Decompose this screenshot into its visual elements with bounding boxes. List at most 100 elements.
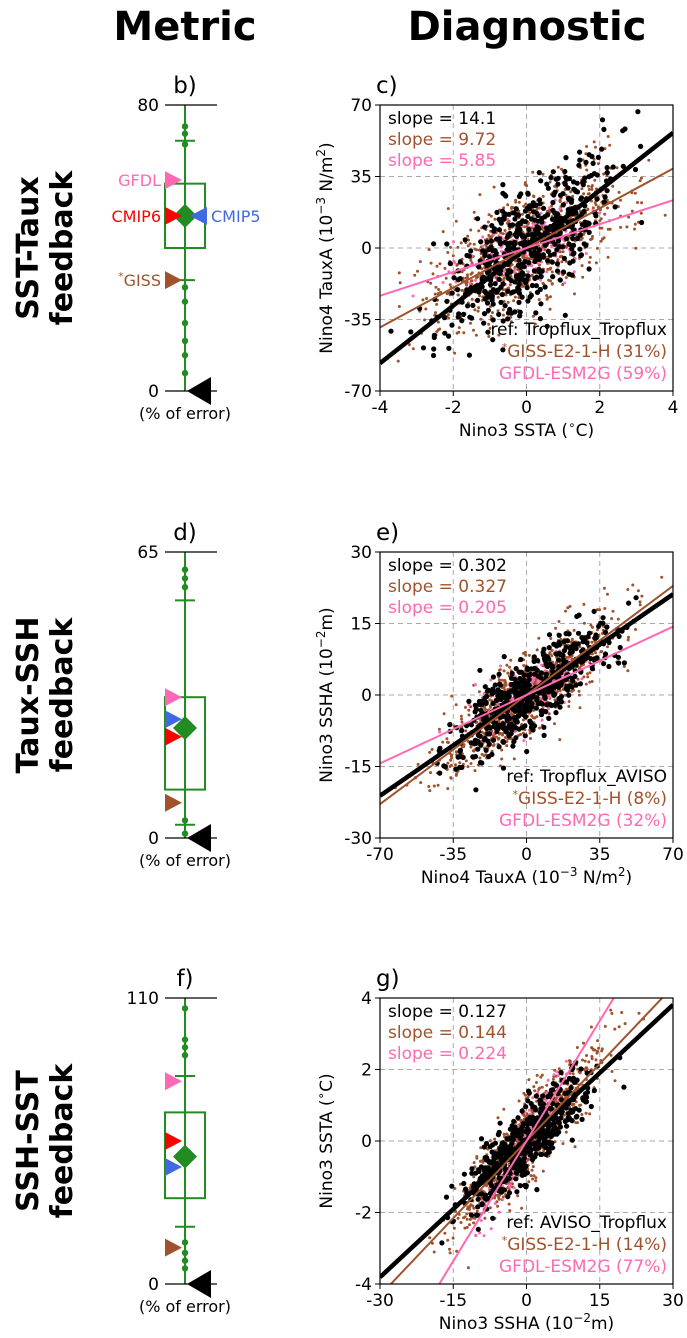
giss-data-point — [580, 236, 584, 240]
ref-data-point — [482, 253, 488, 259]
giss-data-point — [532, 195, 536, 199]
y-label-text: ) — [317, 142, 337, 149]
ref-data-point — [512, 685, 518, 692]
ref-data-point — [565, 219, 571, 225]
giss-data-point — [593, 145, 597, 149]
reference-marker — [187, 377, 211, 405]
outlier-point — [181, 284, 189, 291]
ref-data-point — [513, 1176, 519, 1182]
ref-data-point — [542, 284, 548, 290]
giss-data-point — [633, 227, 637, 231]
ref-data-point — [451, 275, 457, 281]
giss-data-point — [450, 694, 454, 698]
ref-data-point — [447, 722, 453, 728]
giss-data-point — [487, 213, 491, 217]
ref-data-point — [473, 1212, 479, 1218]
giss-data-point — [591, 625, 594, 629]
reference-marker — [187, 824, 211, 852]
giss-data-point — [502, 1107, 506, 1111]
row-label-line: feedback — [45, 170, 80, 326]
giss-data-point — [427, 785, 431, 788]
giss-data-point — [459, 1221, 463, 1224]
ref-data-point — [556, 640, 562, 646]
ref-data-point — [518, 241, 524, 247]
x-label-text: ) — [626, 868, 633, 888]
ref-data-point — [590, 160, 596, 166]
giss-data-point — [610, 1070, 614, 1073]
ref-data-point — [439, 1240, 445, 1246]
y-tick-label: 30 — [350, 543, 372, 563]
ref-data-point — [580, 222, 586, 228]
giss-data-point — [545, 294, 549, 297]
giss-data-point — [489, 305, 492, 309]
giss-data-point — [397, 271, 401, 275]
giss-data-point — [494, 1178, 498, 1182]
giss-data-point — [533, 1089, 537, 1093]
ref-data-point — [586, 229, 592, 235]
giss-data-point — [470, 297, 474, 301]
giss-data-point — [524, 202, 528, 206]
ref-data-point — [533, 705, 540, 711]
ref-data-point — [481, 1144, 487, 1150]
scatter-panel-label: g) — [376, 966, 400, 992]
x-tick-label: 70 — [662, 845, 684, 865]
giss-data-point — [613, 1079, 617, 1083]
ref-data-point — [481, 311, 488, 317]
ref-data-point — [566, 1075, 573, 1082]
ref-data-point — [498, 299, 504, 305]
giss-data-point — [437, 727, 441, 731]
giss-data-point — [429, 771, 432, 775]
ref-data-point — [565, 185, 571, 191]
giss-data-point — [581, 1058, 584, 1062]
metric-panel: d)650(% of error) — [137, 520, 231, 870]
giss-data-point — [581, 275, 585, 279]
giss-data-point — [606, 255, 610, 259]
giss-data-point — [578, 706, 582, 710]
row-label-line: feedback — [45, 1063, 80, 1219]
giss-data-point — [606, 227, 610, 231]
y-tick-label: 0 — [361, 686, 372, 706]
ref-data-point — [556, 244, 562, 250]
y-label-superscript: −3 — [314, 197, 328, 215]
ref-data-point — [431, 241, 437, 247]
ref-data-point — [446, 333, 452, 339]
giss-data-point — [525, 184, 529, 188]
outlier-point — [181, 130, 189, 137]
ref-data-point — [593, 635, 600, 641]
ref-data-point — [496, 227, 502, 233]
ref-data-point — [561, 255, 568, 261]
ref-data-point — [525, 298, 531, 304]
ref-data-point — [514, 233, 520, 239]
ref-data-point — [568, 199, 575, 205]
ref-data-point — [456, 311, 462, 317]
ref-data-point — [562, 1118, 569, 1124]
giss-data-point — [465, 1212, 469, 1216]
x-tick-label: 4 — [668, 398, 679, 418]
y-tick-label: -70 — [344, 382, 372, 402]
giss-data-point — [443, 1231, 447, 1235]
giss-data-point — [537, 636, 541, 640]
ref-data-point — [468, 1212, 475, 1218]
ref-data-point — [578, 196, 584, 202]
giss-data-point — [497, 678, 501, 682]
ref-data-point — [600, 615, 606, 621]
ref-data-point — [513, 666, 519, 672]
ref-data-point — [447, 260, 453, 267]
giss-data-point — [577, 693, 581, 697]
giss-data-point — [663, 213, 667, 217]
ref-data-point — [500, 281, 506, 287]
ref-data-point — [549, 689, 555, 695]
giss-data-point — [615, 166, 619, 170]
ref-data-point — [578, 1066, 584, 1072]
giss-data-point — [517, 733, 521, 737]
giss-data-point — [489, 314, 493, 318]
ref-data-point — [460, 754, 466, 761]
giss-data-point — [626, 638, 630, 642]
giss-data-point — [396, 359, 400, 363]
giss-data-point — [589, 623, 593, 627]
gfdl-data-point — [530, 264, 534, 268]
giss-marker — [165, 793, 182, 812]
giss-data-point — [430, 1241, 434, 1245]
giss-data-point — [527, 653, 531, 657]
ref-data-point — [516, 713, 522, 719]
